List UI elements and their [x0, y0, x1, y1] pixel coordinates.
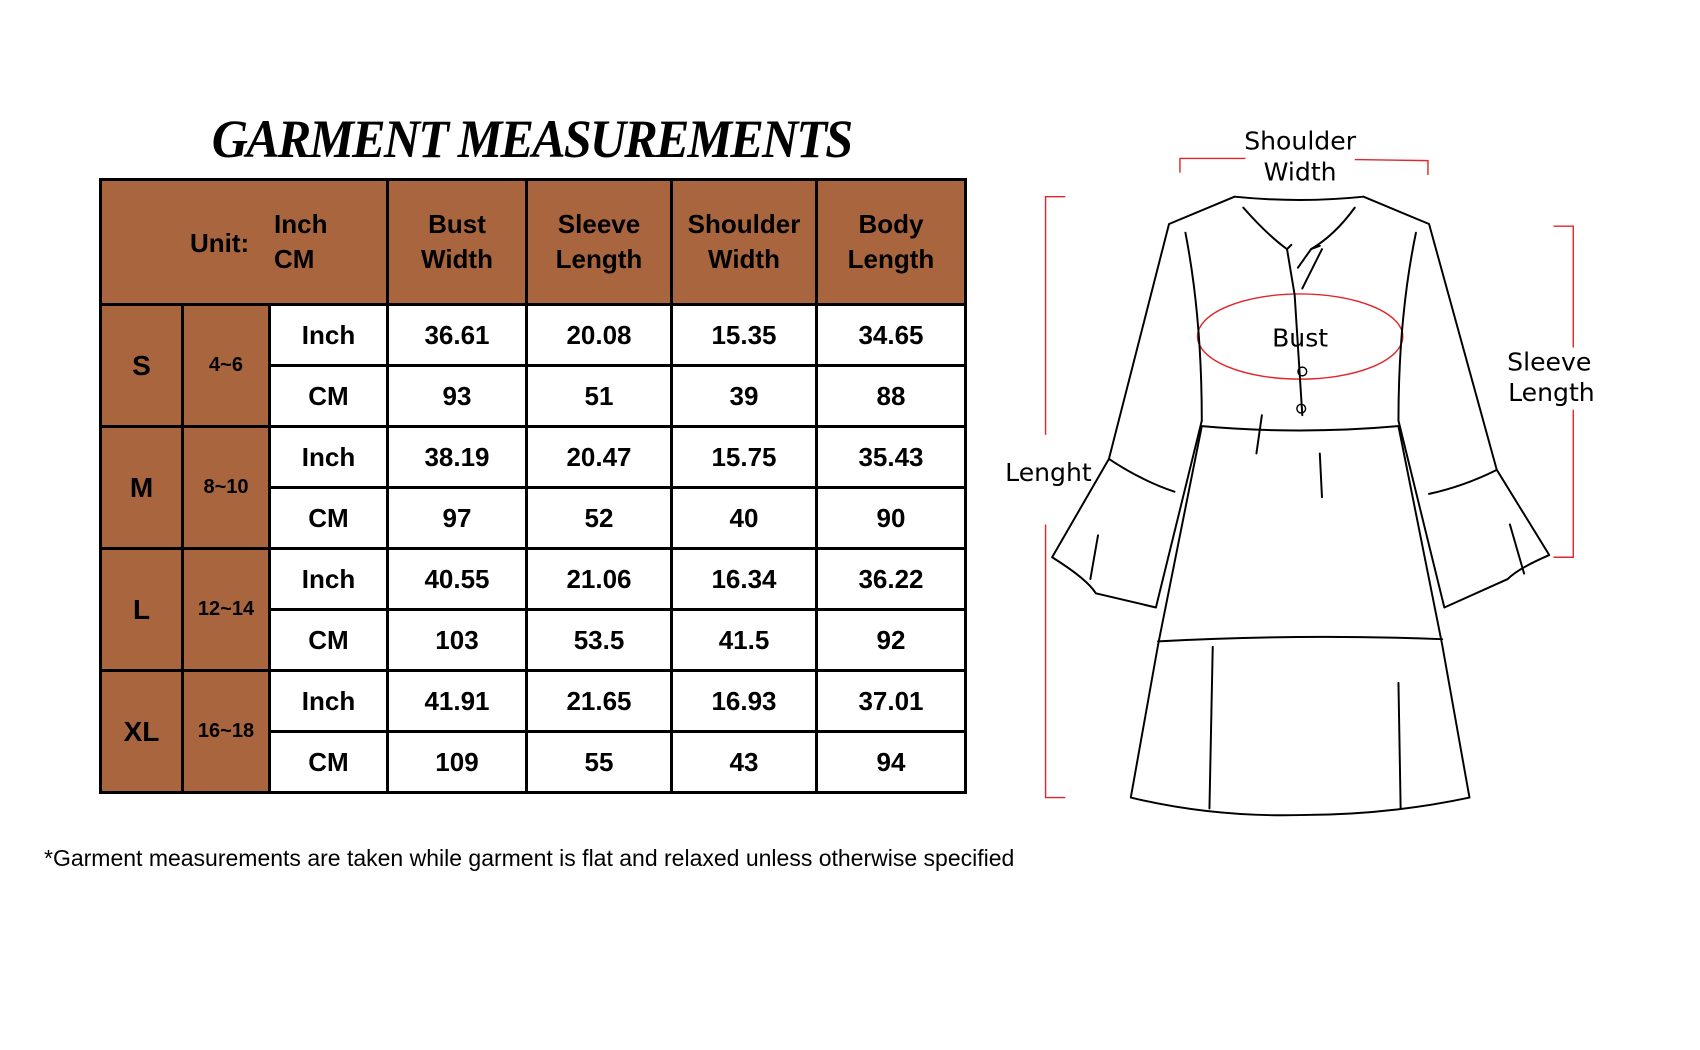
header-bust-width: Bust Width	[386, 178, 528, 306]
bust-label: Bust	[1272, 323, 1328, 352]
shoulder-bracket	[1179, 157, 1429, 175]
size-label: M	[99, 425, 184, 550]
shoulder-width-label-1: Shoulder	[1244, 127, 1356, 156]
unit-inch: Inch	[274, 209, 328, 239]
cell-value: 21.06	[525, 547, 673, 611]
cell-value: 41.91	[386, 669, 528, 733]
sleeve-length-label-2: Length	[1508, 378, 1595, 407]
sleeve-bracket	[1553, 225, 1574, 558]
table-row-inch: L 12~14 Inch 40.55 21.06 16.34 36.22	[99, 547, 967, 672]
unit-header: Unit: Inch CM	[99, 178, 389, 306]
size-label: S	[99, 303, 184, 428]
cell-value: 40	[670, 486, 818, 550]
cell-value: 36.22	[815, 547, 967, 611]
cell-value: 15.75	[670, 425, 818, 489]
cell-value: 35.43	[815, 425, 967, 489]
cell-value: 55	[525, 730, 673, 794]
row-unit: Inch	[268, 669, 389, 733]
cell-value: 38.19	[386, 425, 528, 489]
cell-value: 40.55	[386, 547, 528, 611]
cell-value: 103	[386, 608, 528, 672]
length-bracket	[1044, 195, 1066, 799]
row-unit: CM	[268, 486, 389, 550]
cell-value: 51	[525, 364, 673, 428]
size-chart-table: Unit: Inch CM Bust Width Sleeve Length Shou…	[99, 178, 967, 794]
shoulder-width-label-2: Width	[1264, 157, 1337, 186]
row-unit: CM	[268, 608, 389, 672]
cell-value: 97	[386, 486, 528, 550]
cell-value: 20.08	[525, 303, 673, 367]
row-unit: Inch	[268, 425, 389, 489]
cell-value: 93	[386, 364, 528, 428]
cell-value: 88	[815, 364, 967, 428]
table-row-cm: CM 109 55 43 94	[101, 730, 967, 794]
cell-value: 20.47	[525, 425, 673, 489]
row-unit: CM	[268, 730, 389, 794]
size-label: XL	[99, 669, 184, 794]
size-label: L	[99, 547, 184, 672]
row-unit: Inch	[268, 303, 389, 367]
header-shoulder-width: Shoulder Width	[670, 178, 818, 306]
table-row-cm: CM 103 53.5 41.5 92	[101, 608, 967, 672]
cell-value: 109	[386, 730, 528, 794]
length-label: Lenght	[1005, 458, 1092, 487]
row-unit: Inch	[268, 547, 389, 611]
cell-value: 41.5	[670, 608, 818, 672]
cell-value: 36.61	[386, 303, 528, 367]
header-row: Unit: Inch CM Bust Width Sleeve Length Shou…	[99, 178, 967, 306]
cell-value: 39	[670, 364, 818, 428]
cell-value: 16.93	[670, 669, 818, 733]
cell-value: 34.65	[815, 303, 967, 367]
table-row-cm: CM 97 52 40 90	[101, 486, 967, 550]
table-row-inch: M 8~10 Inch 38.19 20.47 15.75 35.43	[99, 425, 967, 550]
table-row-inch: S 4~6 Inch 36.61 20.08 15.35 34.65	[99, 303, 967, 428]
cell-value: 52	[525, 486, 673, 550]
unit-cm: CM	[274, 244, 315, 274]
size-range: 4~6	[181, 303, 271, 428]
unit-label: Unit:	[190, 228, 250, 258]
size-range: 16~18	[181, 669, 271, 794]
cell-value: 90	[815, 486, 967, 550]
size-range: 12~14	[181, 547, 271, 672]
size-range: 8~10	[181, 425, 271, 550]
cell-value: 43	[670, 730, 818, 794]
cell-value: 15.35	[670, 303, 818, 367]
sleeve-length-label-1: Sleeve	[1507, 347, 1591, 376]
cell-value: 53.5	[525, 608, 673, 672]
footnote: *Garment measurements are taken while ga…	[44, 845, 1015, 871]
measure-markers	[1044, 157, 1574, 799]
dress-outline	[1051, 195, 1551, 817]
table-row-inch: XL 16~18 Inch 41.91 21.65 16.93 37.01	[99, 669, 967, 794]
row-unit: CM	[268, 364, 389, 428]
cell-value: 92	[815, 608, 967, 672]
cell-value: 21.65	[525, 669, 673, 733]
cell-value: 37.01	[815, 669, 967, 733]
header-sleeve-length: Sleeve Length	[525, 178, 673, 306]
table-row-cm: CM 93 51 39 88	[101, 364, 967, 428]
header-body-length: Body Length	[815, 178, 967, 306]
cell-value: 94	[815, 730, 967, 794]
cell-value: 16.34	[670, 547, 818, 611]
page-title: GARMENT MEASUREMENTS	[211, 109, 853, 169]
